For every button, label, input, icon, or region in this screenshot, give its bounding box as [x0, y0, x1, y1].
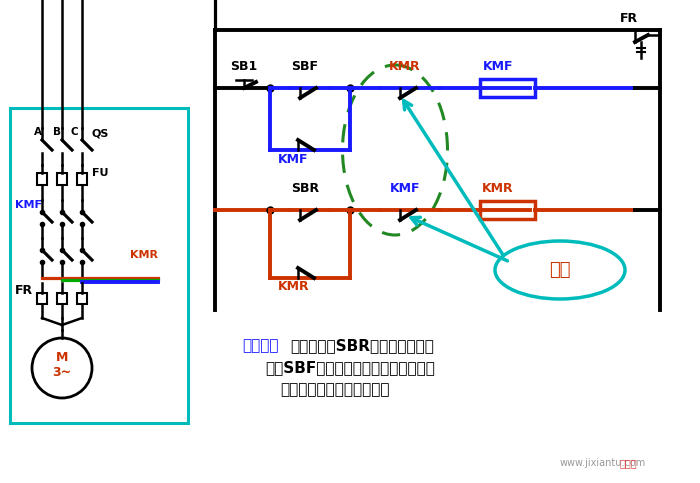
Text: 时，SBF不起作用。从而避免两触发器: 时，SBF不起作用。从而避免两触发器	[265, 360, 435, 375]
Text: SBR: SBR	[291, 182, 319, 195]
Bar	[480, 79, 535, 97]
Circle shape	[32, 338, 92, 398]
Bar	[57, 293, 67, 304]
Bar	[57, 173, 67, 185]
Text: A: A	[34, 127, 42, 137]
Text: 互锁作用: 互锁作用	[242, 338, 279, 353]
Text: KMR: KMR	[389, 60, 421, 73]
Text: C: C	[70, 127, 78, 137]
Text: FR: FR	[15, 284, 33, 297]
Bar	[37, 293, 47, 304]
Text: www.jixiantu.com: www.jixiantu.com	[560, 458, 646, 468]
Text: KMF: KMF	[390, 182, 420, 195]
Text: SB1: SB1	[230, 60, 258, 73]
Text: KMR: KMR	[482, 182, 514, 195]
Text: KMF: KMF	[15, 200, 42, 210]
Text: KMR: KMR	[130, 250, 158, 260]
Bar	[37, 173, 47, 185]
Text: QS: QS	[92, 128, 109, 138]
Bar	[480, 201, 535, 219]
Text: M
3~: M 3~	[52, 351, 71, 379]
Text: KMF: KMF	[483, 60, 513, 73]
Bar	[77, 293, 87, 304]
Text: SBF: SBF	[291, 60, 318, 73]
Text: 互锁: 互锁	[550, 261, 570, 279]
Text: B: B	[53, 127, 61, 137]
Text: ：正转时，SBR不起作用；反转: ：正转时，SBR不起作用；反转	[290, 338, 434, 353]
Bar	[77, 173, 87, 185]
Bar	[10, 108, 188, 423]
Text: FU: FU	[92, 168, 108, 178]
Text: 同时工作造成主回路短路。: 同时工作造成主回路短路。	[280, 382, 389, 397]
Text: KMR: KMR	[278, 280, 309, 293]
Ellipse shape	[495, 241, 625, 299]
Text: FR: FR	[620, 12, 638, 25]
Text: 精线图: 精线图	[620, 458, 638, 468]
Text: KMF: KMF	[278, 153, 309, 166]
